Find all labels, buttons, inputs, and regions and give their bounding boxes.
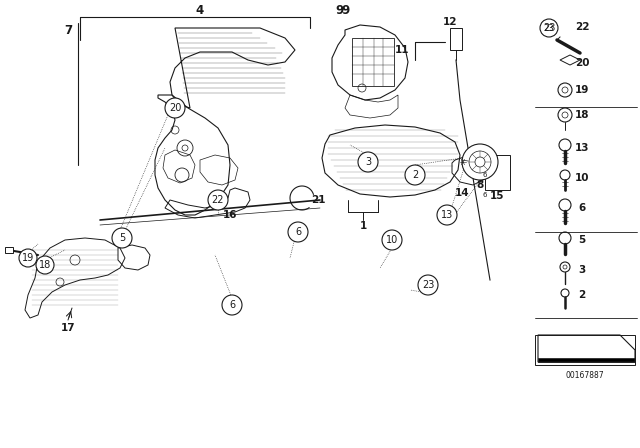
Text: 18: 18 xyxy=(39,260,51,270)
Text: 9: 9 xyxy=(336,4,344,17)
Bar xyxy=(450,28,462,50)
Circle shape xyxy=(541,20,557,36)
Text: 15: 15 xyxy=(490,191,504,201)
Text: 00167887: 00167887 xyxy=(566,370,604,379)
Circle shape xyxy=(19,249,37,267)
Text: 3: 3 xyxy=(579,265,586,275)
Text: 22: 22 xyxy=(575,22,589,32)
Text: 19: 19 xyxy=(22,253,34,263)
Circle shape xyxy=(165,98,185,118)
Text: 10: 10 xyxy=(386,235,398,245)
Text: 21: 21 xyxy=(311,195,325,205)
Text: 17: 17 xyxy=(61,323,76,333)
Circle shape xyxy=(208,190,228,210)
Text: 6: 6 xyxy=(229,300,235,310)
Circle shape xyxy=(462,144,498,180)
Text: 23: 23 xyxy=(543,23,555,33)
Text: 22: 22 xyxy=(212,195,224,205)
Circle shape xyxy=(382,230,402,250)
Text: 20: 20 xyxy=(169,103,181,113)
Circle shape xyxy=(288,222,308,242)
Text: 8: 8 xyxy=(476,180,484,190)
Text: 6: 6 xyxy=(483,172,487,178)
Text: 6: 6 xyxy=(579,203,586,213)
Bar xyxy=(485,155,510,190)
Text: 6: 6 xyxy=(483,192,487,198)
Text: 7: 7 xyxy=(64,23,72,36)
Text: 9: 9 xyxy=(341,4,349,17)
Circle shape xyxy=(437,205,457,225)
Text: 6: 6 xyxy=(295,227,301,237)
Bar xyxy=(535,335,635,365)
Text: 5: 5 xyxy=(119,233,125,243)
Circle shape xyxy=(222,295,242,315)
Text: 2: 2 xyxy=(579,290,586,300)
Text: 5: 5 xyxy=(579,235,586,245)
Text: 19: 19 xyxy=(575,85,589,95)
Text: 23: 23 xyxy=(544,23,554,33)
Bar xyxy=(5,247,13,253)
Text: 13: 13 xyxy=(575,143,589,153)
Polygon shape xyxy=(538,358,635,362)
Circle shape xyxy=(36,256,54,274)
Text: 13: 13 xyxy=(441,210,453,220)
Text: 2: 2 xyxy=(412,170,418,180)
Circle shape xyxy=(405,165,425,185)
Text: 4: 4 xyxy=(196,4,204,17)
Text: 3: 3 xyxy=(365,157,371,167)
Text: 12: 12 xyxy=(443,17,457,27)
Text: 18: 18 xyxy=(575,110,589,120)
Bar xyxy=(352,38,394,86)
Circle shape xyxy=(418,275,438,295)
Circle shape xyxy=(540,19,558,37)
Text: 11: 11 xyxy=(395,45,409,55)
Text: 1: 1 xyxy=(360,221,367,231)
Circle shape xyxy=(358,152,378,172)
Text: 10: 10 xyxy=(575,173,589,183)
Text: 20: 20 xyxy=(575,58,589,68)
Text: 23: 23 xyxy=(422,280,434,290)
Text: 14: 14 xyxy=(454,188,469,198)
Text: 16: 16 xyxy=(223,210,237,220)
Circle shape xyxy=(112,228,132,248)
